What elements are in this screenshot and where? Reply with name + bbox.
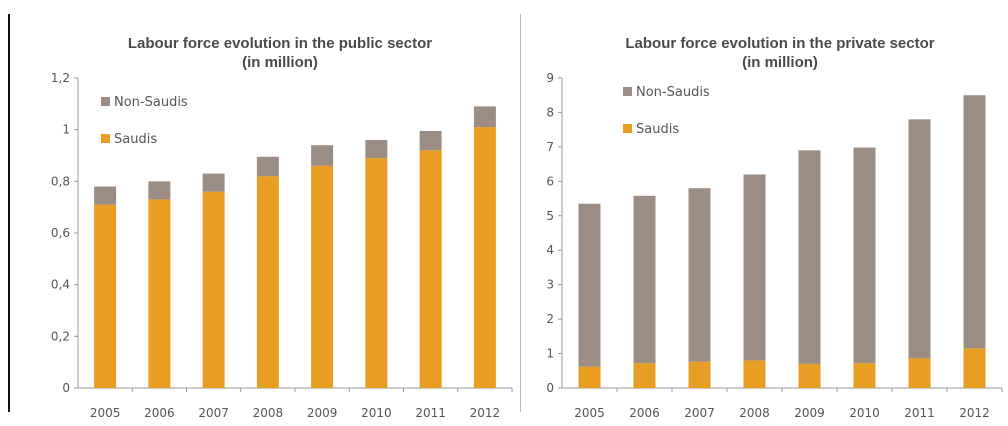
- private-x-tick-label: 2007: [684, 406, 715, 420]
- public-y-tick-label: 0,2: [51, 329, 70, 343]
- private-x-tick-label: 2009: [794, 406, 825, 420]
- private-y-tick-label: 1: [546, 347, 554, 361]
- private-y-tick-label: 4: [546, 243, 554, 257]
- public-chart-title-line2: (in million): [242, 54, 318, 71]
- public-bar-saudis-2009: [311, 165, 334, 388]
- public-bar-nonsaudis-2005: [94, 186, 117, 205]
- public-bar-nonsaudis-2011: [419, 130, 442, 151]
- private-bar-nonsaudis-2011: [908, 119, 931, 359]
- private-y-tick-label: 3: [546, 278, 554, 292]
- private-chart-title: Labour force evolution in the private se…: [580, 34, 980, 72]
- private-legend-label-saudis: Saudis: [636, 122, 679, 137]
- private-bar-nonsaudis-2005: [578, 203, 601, 367]
- private-x-tick-label: 2010: [849, 406, 880, 420]
- private-y-tick-label: 5: [546, 209, 554, 223]
- public-y-tick-label: 1,2: [51, 71, 70, 85]
- private-legend-label-nonsaudis: Non-Saudis: [636, 85, 710, 100]
- public-sector-chart: 0 0,2 0,4 0,6 0,8 1 1,2 2005 2006 2007 2008 2009 201…: [51, 71, 513, 420]
- public-x-tick-label: 2006: [144, 406, 175, 420]
- private-x-tick-label: 2006: [629, 406, 660, 420]
- public-bar-nonsaudis-2006: [148, 181, 171, 200]
- public-legend-label-saudis: Saudis: [114, 132, 157, 147]
- public-y-tick-label: 1: [62, 123, 70, 137]
- public-bar-saudis-2007: [202, 191, 225, 388]
- public-bar-nonsaudis-2009: [311, 145, 334, 166]
- private-x-tick-label: 2005: [574, 406, 605, 420]
- public-bar-saudis-2008: [256, 176, 279, 388]
- public-bar-nonsaudis-2007: [202, 173, 225, 192]
- public-legend-swatch-saudis: [101, 134, 110, 143]
- private-bar-nonsaudis-2009: [798, 150, 821, 364]
- public-bar-saudis-2005: [94, 204, 117, 388]
- public-bar-nonsaudis-2010: [365, 140, 388, 159]
- private-bar-nonsaudis-2012: [963, 95, 986, 349]
- public-bar-nonsaudis-2012: [473, 106, 496, 128]
- left-border-line: [8, 14, 10, 412]
- public-x-tick-label: 2007: [198, 406, 229, 420]
- private-x-tick-label: 2011: [904, 406, 935, 420]
- public-x-tick-label: 2005: [90, 406, 121, 420]
- public-sector-chart-panel: Labour force evolution in the public sec…: [8, 14, 513, 420]
- private-y-tick-label: 7: [546, 140, 554, 154]
- private-legend-swatch-saudis: [623, 124, 632, 133]
- private-bar-saudis-2011: [908, 358, 931, 388]
- private-chart-title-line1: Labour force evolution in the private se…: [625, 35, 935, 52]
- public-legend-label-nonsaudis: Non-Saudis: [114, 95, 188, 110]
- private-y-tick-label: 0: [546, 381, 554, 395]
- public-bar-saudis-2011: [419, 150, 442, 388]
- public-bar-saudis-2012: [473, 127, 496, 388]
- private-bar-saudis-2005: [578, 366, 601, 388]
- private-y-tick-label: 9: [546, 71, 554, 85]
- private-bar-nonsaudis-2010: [853, 147, 876, 364]
- private-bar-saudis-2008: [743, 360, 766, 388]
- public-y-tick-label: 0,4: [51, 278, 70, 292]
- private-bar-saudis-2010: [853, 363, 876, 388]
- public-y-tick-label: 0,6: [51, 226, 70, 240]
- public-chart-title-line1: Labour force evolution in the public sec…: [127, 35, 433, 52]
- private-sector-chart-panel: Labour force evolution in the private se…: [520, 0, 1008, 426]
- private-chart-title-line2: (in million): [742, 54, 818, 71]
- public-x-tick-label: 2009: [307, 406, 338, 420]
- public-x-tick-label: 2010: [361, 406, 392, 420]
- public-bar-saudis-2010: [365, 158, 388, 388]
- private-bar-saudis-2012: [963, 348, 986, 388]
- private-bar-saudis-2006: [633, 363, 656, 388]
- panel-divider: [520, 14, 521, 412]
- private-y-tick-label: 8: [546, 105, 554, 119]
- public-bar-nonsaudis-2008: [256, 156, 279, 177]
- public-legend-swatch-nonsaudis: [101, 97, 110, 106]
- private-bar-nonsaudis-2007: [688, 188, 711, 362]
- private-bar-nonsaudis-2008: [743, 174, 766, 361]
- public-chart-title: Labour force evolution in the public sec…: [80, 34, 480, 72]
- private-bar-saudis-2009: [798, 363, 821, 388]
- private-x-tick-label: 2012: [959, 406, 990, 420]
- public-x-tick-label: 2008: [253, 406, 284, 420]
- private-sector-chart: 0 1 2 3 4 5 6 7 8 9 2005 2006 2007 2008 2009 2010 2011 20…: [546, 71, 1003, 420]
- private-bar-nonsaudis-2006: [633, 195, 656, 364]
- private-bar-saudis-2007: [688, 361, 711, 388]
- public-x-tick-label: 2011: [415, 406, 446, 420]
- private-y-tick-label: 6: [546, 174, 554, 188]
- private-y-tick-label: 2: [546, 312, 554, 326]
- public-x-tick-label: 2012: [470, 406, 501, 420]
- public-y-tick-label: 0,8: [51, 174, 70, 188]
- private-legend-swatch-nonsaudis: [623, 87, 632, 96]
- private-x-tick-label: 2008: [739, 406, 770, 420]
- public-y-tick-label: 0: [62, 381, 70, 395]
- public-bar-saudis-2006: [148, 199, 171, 388]
